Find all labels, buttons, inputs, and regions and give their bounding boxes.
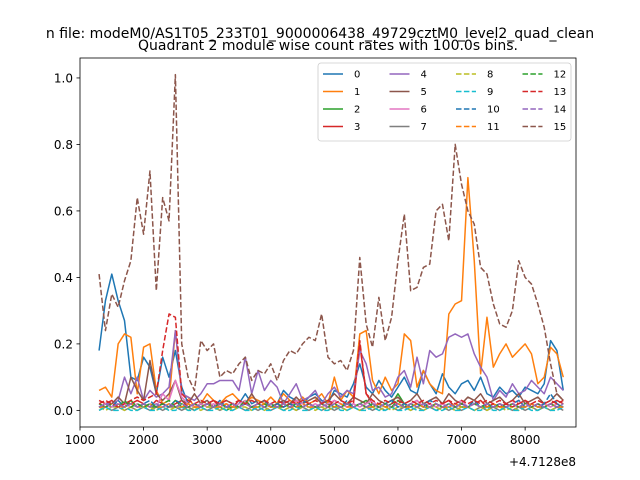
y-tick-label: 0.6 [54, 204, 73, 218]
legend-label-15: 15 [554, 122, 567, 133]
legend-label-14: 14 [554, 105, 567, 116]
x-tick-label: 3000 [192, 433, 223, 447]
legend-box [317, 62, 572, 142]
legend-label-13: 13 [554, 87, 567, 98]
legend-label-4: 4 [421, 70, 427, 81]
suptitle: n file: modeM0/AS1T05_233T01_9000006438_… [46, 26, 594, 42]
series-line-13 [98, 313, 564, 408]
y-axis: 0.0 0.2 0.4 0.6 0.8 1.0 [54, 71, 80, 418]
series-layer [98, 73, 565, 412]
series-line-4 [98, 329, 564, 408]
x-tick-label: 7000 [446, 433, 477, 447]
chart-title: Quadrant 2 module wise count rates with … [138, 38, 518, 54]
legend-label-10: 10 [487, 105, 500, 116]
x-offset-label: +4.7128e8 [509, 455, 576, 469]
y-tick-label: 0.8 [54, 138, 73, 152]
legend-label-12: 12 [554, 70, 567, 81]
legend-label-2: 2 [354, 105, 360, 116]
legend-label-1: 1 [354, 87, 360, 98]
legend-label-5: 5 [421, 87, 427, 98]
x-axis: 1000 2000 3000 4000 5000 6000 7000 8000 [65, 427, 541, 447]
y-tick-label: 0.4 [54, 271, 73, 285]
legend-label-9: 9 [487, 87, 493, 98]
series-line-8 [98, 406, 564, 412]
legend-label-6: 6 [421, 105, 427, 116]
x-tick-label: 5000 [319, 433, 350, 447]
series-line-3 [98, 343, 564, 408]
axes-frame [79, 57, 577, 428]
x-tick-label: 2000 [128, 433, 159, 447]
x-tick-label: 1000 [65, 433, 96, 447]
y-tick-label: 0.2 [54, 337, 73, 351]
legend-label-3: 3 [354, 122, 360, 133]
x-tick-label: 8000 [510, 433, 541, 447]
x-tick-label: 6000 [383, 433, 414, 447]
legend-label-0: 0 [354, 70, 360, 81]
y-tick-label: 1.0 [54, 71, 73, 85]
series-line-14 [98, 402, 564, 408]
y-tick-label: 0.0 [54, 404, 73, 418]
legend-label-7: 7 [421, 122, 427, 133]
x-tick-label: 4000 [255, 433, 286, 447]
legend-label-8: 8 [487, 70, 493, 81]
legend-label-11: 11 [487, 122, 500, 133]
